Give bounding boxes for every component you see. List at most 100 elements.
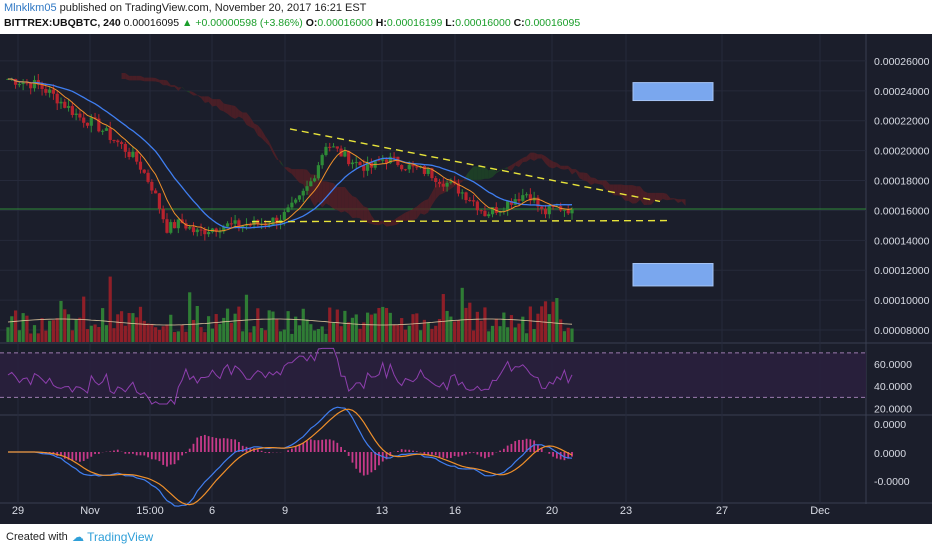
candle-body <box>566 209 570 214</box>
candle-body <box>225 223 230 227</box>
grid-layer <box>0 34 932 504</box>
candle-body <box>415 166 419 168</box>
cloud-segment <box>431 185 436 206</box>
volume-bar <box>188 292 192 342</box>
candle-body <box>119 142 124 144</box>
volume-bar <box>328 307 332 342</box>
volume-bar <box>517 323 521 342</box>
author-link[interactable]: Mlnklkm05 <box>4 2 57 14</box>
cloud-segment <box>435 181 440 200</box>
volume-bar <box>350 317 355 342</box>
volume-bar <box>305 319 309 342</box>
candle-body <box>449 181 453 183</box>
y-tick-label: 0.00026000 <box>874 56 930 68</box>
volume-bar <box>176 331 180 342</box>
volume-bar <box>498 326 502 342</box>
cloud-segment <box>363 206 368 223</box>
y-tick-label: 0.00014000 <box>874 235 930 247</box>
trendline-bottom <box>251 219 669 223</box>
volume-bar <box>324 333 328 342</box>
volume-bar <box>468 302 472 342</box>
candle-body <box>513 199 517 205</box>
candle-body <box>82 117 86 123</box>
cloud-segment <box>503 167 508 170</box>
cloud-segment <box>405 210 410 222</box>
volume-bar <box>267 310 271 342</box>
cloud-segment <box>519 157 523 168</box>
cloud-segment <box>507 164 512 171</box>
cloud-segment <box>360 202 364 223</box>
y-tick-label: 0.00018000 <box>874 176 930 188</box>
x-tick-label: 13 <box>376 505 388 517</box>
volume-bar <box>343 310 347 342</box>
y-tick-label: 0.00008000 <box>874 325 930 337</box>
candle-body <box>286 207 290 212</box>
volume-bar <box>313 330 317 342</box>
cloud-segment <box>170 85 175 87</box>
cloud-segment <box>144 77 149 82</box>
created-with-label: Created with <box>6 531 68 543</box>
candle-body <box>165 219 169 233</box>
cloud-segment <box>522 156 527 163</box>
candle-body <box>400 165 404 170</box>
candle-body <box>112 139 116 141</box>
cloud-segment <box>269 141 273 154</box>
chart-canvas[interactable]: 29 Nov 15:00 6 9 13 16 20 23 27 Dec 0.00026000 0.000… <box>0 34 932 524</box>
y-tick-label: 0.00016000 <box>874 205 930 217</box>
volume-bar <box>381 306 385 342</box>
x-tick-label: 20 <box>546 505 558 517</box>
volume-bar <box>506 327 510 342</box>
cloud-segment <box>549 159 554 169</box>
cloud-segment <box>291 169 296 179</box>
volume-bar <box>218 324 222 342</box>
volume-bar <box>434 325 438 342</box>
volume-bar <box>388 312 392 342</box>
cloud-segment <box>534 152 538 161</box>
volume-bar <box>309 324 313 342</box>
close-label: C: <box>513 17 525 29</box>
candle-body <box>63 101 67 108</box>
cloud-segment <box>511 162 516 171</box>
cloud-segment <box>163 79 167 86</box>
cloud-segment <box>299 169 304 185</box>
volume-bar <box>415 313 419 342</box>
candle-body <box>13 78 18 85</box>
conversion-line <box>8 78 573 232</box>
cloud-segment <box>530 152 535 161</box>
cloud-segment <box>242 112 247 125</box>
cloud-segment <box>413 206 417 221</box>
candle-body <box>241 225 245 228</box>
volume-bar <box>543 301 548 342</box>
cloud-segment <box>197 94 202 99</box>
candle-body <box>207 232 211 235</box>
candle-body <box>396 156 400 166</box>
volume-bar <box>547 314 551 342</box>
last-price: 0.00016095 <box>123 17 180 29</box>
candle-body <box>358 162 362 166</box>
volume-bar <box>418 330 423 342</box>
volume-bar <box>157 329 162 342</box>
volume-bar <box>93 324 97 342</box>
candle-body <box>320 155 324 166</box>
volume-bar <box>214 314 218 342</box>
candle-body <box>78 113 82 118</box>
cloud-segment <box>378 220 383 226</box>
volume-bar <box>278 331 283 342</box>
volume-bar <box>154 327 158 342</box>
candle-body <box>222 226 226 232</box>
candle-body <box>468 200 472 202</box>
volume-bar <box>365 312 370 342</box>
cloud-segment <box>121 72 126 79</box>
cloud-segment <box>484 166 489 179</box>
candle-body <box>275 217 279 224</box>
candle-body <box>313 178 317 182</box>
volume-bar <box>551 301 555 342</box>
volume-bar <box>320 326 324 342</box>
tradingview-logo[interactable]: ☁ TradingView <box>72 530 153 544</box>
volume-bar <box>70 330 74 342</box>
candle-body <box>108 128 112 140</box>
cloud-segment <box>428 192 432 213</box>
published-text: published on TradingView.com, November 2… <box>59 2 367 14</box>
cloud-segment <box>515 160 520 168</box>
volume-bar <box>430 328 434 342</box>
